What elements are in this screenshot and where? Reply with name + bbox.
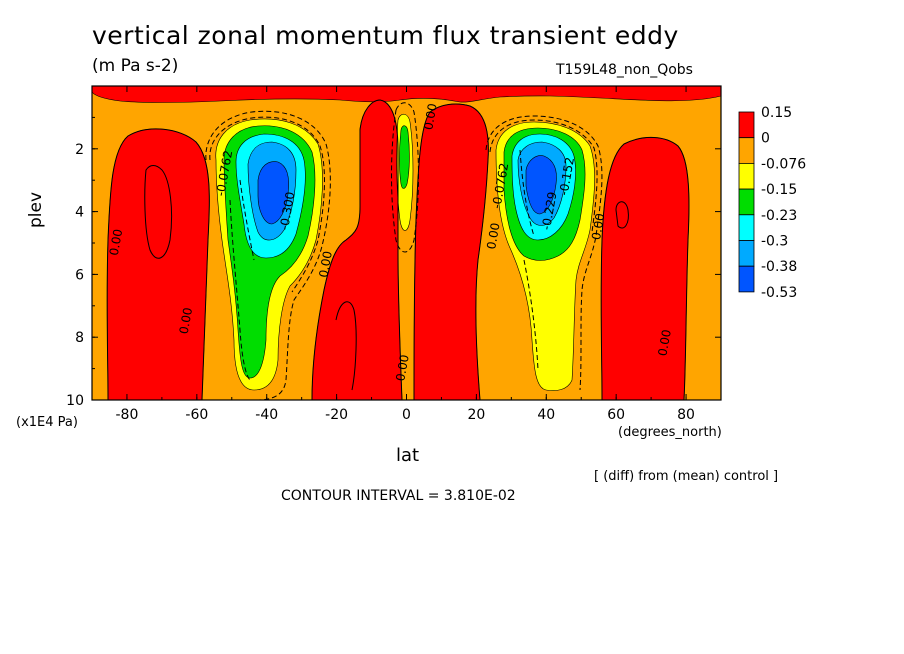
x-axis: -80 -60 -40 -20 0 20 40 60 80 [91,86,722,423]
contour-label: 0.00 [589,212,607,241]
x-axis-title: lat [396,445,420,466]
x-tick-label: -40 [255,407,278,423]
colorbar-swatch [738,265,755,293]
y-tick-label: 4 [75,205,84,221]
contour-label: 0.00 [421,102,439,131]
y-tick-label: 8 [75,330,84,346]
chart-units: (m Pa s-2) [92,56,179,76]
colorbar-label: -0.3 [761,234,788,250]
y-tick-label: 6 [75,267,84,283]
x-tick-label: 20 [467,407,485,423]
x-axis-units: (degrees_north) [618,425,722,440]
field-region-nh-jet-blue [525,155,557,215]
diff-note: [ (diff) from (mean) control ] [594,469,779,484]
contour-label: 0.00 [316,250,334,279]
y-tick-label: 10 [66,393,84,409]
field-region-top-strip [92,86,721,103]
colorbar-label: -0.076 [761,156,806,172]
y-tick-label: 2 [75,142,84,158]
plot-area [92,86,721,400]
colorbar-swatch [738,214,755,241]
x-tick-label: -80 [116,407,139,423]
colorbar-label: -0.53 [761,285,797,301]
field-region-nh-highlat [600,137,690,400]
x-tick-label: 60 [607,407,625,423]
contour-label: 0.00 [177,306,195,335]
contour-label: -0.229 [539,191,560,232]
colorbar-label: -0.15 [761,182,797,198]
colorbar-swatch [738,240,755,267]
contour-label: 0.00 [484,222,502,251]
colorbar-swatch [738,162,755,190]
y-axis-title: plev [26,191,46,228]
x-tick-label: -60 [185,407,208,423]
field-region-sh-highlat [106,128,210,400]
x-tick-label: 0 [402,407,411,423]
x-tick-label: 80 [677,407,695,423]
contour-label: -0.152 [557,156,578,197]
y-axis-units: (x1E4 Pa) [16,415,78,430]
contour-labels: 0.000.000.00-0.0762-0.3000.000.000.00-0.… [107,102,674,382]
contour-label: 0.00 [655,328,673,357]
colorbar-label: 0.15 [761,105,792,121]
colorbar-swatch [738,188,755,216]
run-name: T159L48_non_Qobs [556,62,693,78]
negative-contours [205,102,603,400]
y-axis: 2 4 6 8 10 [66,116,721,409]
x-tick-label: -20 [325,407,348,423]
field-region-sh-jet-blue [257,161,289,225]
chart-title: vertical zonal momentum flux transient e… [92,21,679,50]
contour-label: -0.300 [277,191,298,232]
colorbar-swatch [738,137,755,164]
contour-interval: CONTOUR INTERVAL = 3.810E-02 [281,488,516,504]
field-region-eq-green [399,125,410,189]
colorbar-label: 0 [761,131,770,147]
contour-label: 0.00 [393,354,411,383]
colorbar: 0.15 0 -0.076 -0.15 -0.23 -0.3 -0.38 -0.53 [738,105,806,301]
x-tick-label: 40 [537,407,555,423]
colorbar-swatch [738,111,755,139]
contour-label: 0.00 [107,228,125,257]
zero-contours [106,99,690,400]
colorbar-label: -0.38 [761,259,797,275]
colorbar-label: -0.23 [761,208,797,224]
